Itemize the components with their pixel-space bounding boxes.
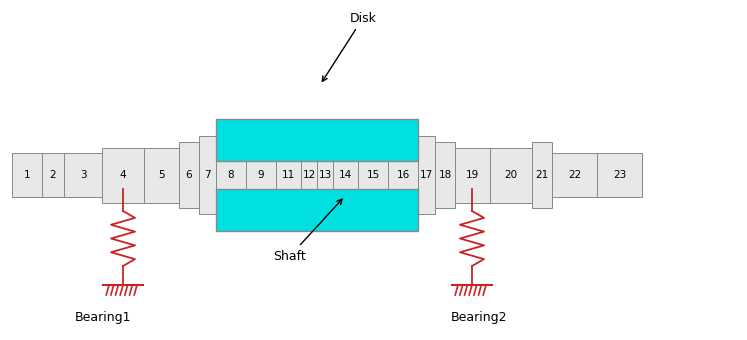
Bar (418, 136, 435, 214)
Text: 14: 14 (339, 170, 352, 180)
Text: 7: 7 (204, 170, 211, 180)
Bar (435, 142, 455, 208)
Text: 23: 23 (613, 170, 626, 180)
Text: 21: 21 (536, 170, 548, 180)
Bar (455, 148, 490, 203)
Bar (333, 131, 358, 219)
Text: 8: 8 (228, 170, 235, 180)
Bar (276, 131, 301, 219)
Text: 9: 9 (258, 170, 264, 180)
Bar (532, 142, 552, 208)
Bar (317, 131, 333, 219)
Bar (199, 136, 216, 214)
Text: 11: 11 (282, 170, 295, 180)
Text: 15: 15 (366, 170, 379, 180)
Bar (246, 131, 276, 219)
Bar (179, 142, 199, 208)
Bar (42, 153, 64, 197)
Text: 17: 17 (420, 170, 433, 180)
Bar (216, 131, 246, 219)
Text: 22: 22 (568, 170, 581, 180)
Bar (64, 153, 102, 197)
Bar (388, 131, 418, 219)
Text: 2: 2 (50, 170, 56, 180)
Text: Bearing1: Bearing1 (75, 311, 131, 324)
Bar (144, 148, 179, 203)
Text: 1: 1 (24, 170, 31, 180)
Text: Shaft: Shaft (273, 199, 342, 262)
Text: Bearing2: Bearing2 (450, 311, 507, 324)
Text: 5: 5 (158, 170, 165, 180)
Bar (358, 131, 388, 219)
Text: 4: 4 (120, 170, 126, 180)
Bar (597, 153, 642, 197)
Bar (12, 153, 42, 197)
Bar (301, 131, 317, 219)
Text: 19: 19 (466, 170, 479, 180)
Text: Disk: Disk (323, 12, 376, 81)
Text: 20: 20 (504, 170, 518, 180)
Text: 12: 12 (303, 170, 316, 180)
Text: 13: 13 (318, 170, 332, 180)
Text: 6: 6 (186, 170, 192, 180)
Bar (216, 189, 418, 231)
Bar (552, 153, 597, 197)
Text: 3: 3 (80, 170, 87, 180)
Text: 18: 18 (438, 170, 452, 180)
Bar (216, 119, 418, 161)
Text: 16: 16 (397, 170, 409, 180)
Bar (490, 148, 532, 203)
Bar (102, 148, 144, 203)
